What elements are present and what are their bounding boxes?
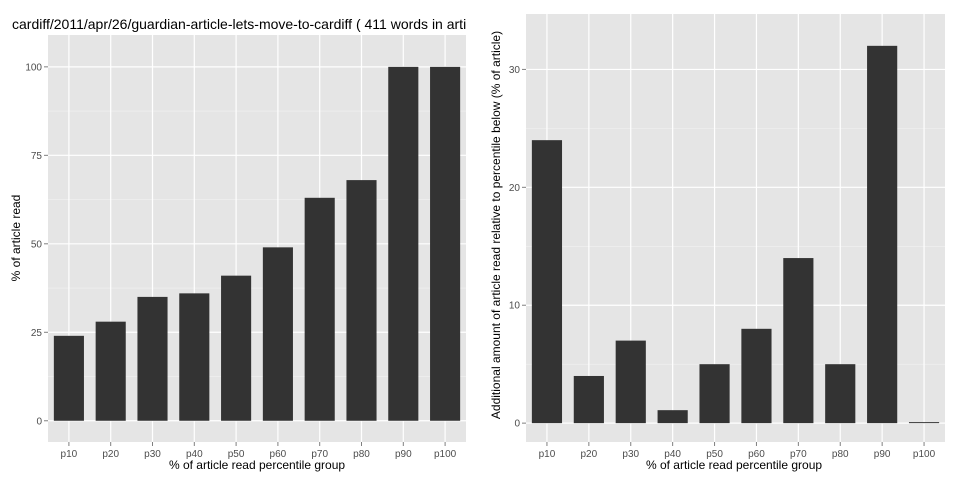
bar-p50 xyxy=(699,364,730,424)
x-tick-label: p40 xyxy=(186,449,203,460)
bar-p20 xyxy=(95,321,126,421)
bar-p20 xyxy=(573,375,604,424)
bar-p40 xyxy=(657,410,688,424)
x-tick-label: p20 xyxy=(102,449,119,460)
y-tick-label: 25 xyxy=(31,328,43,339)
y-tick-label: 30 xyxy=(509,65,521,76)
bar-p30 xyxy=(615,340,646,424)
bar-p40 xyxy=(179,293,210,421)
bar-p60 xyxy=(262,247,293,421)
x-tick-label: p50 xyxy=(706,449,723,460)
bar-p80 xyxy=(825,364,856,424)
left-chart: cardiff/2011/apr/26/guardian-article-let… xyxy=(9,16,466,472)
x-tick-label: p60 xyxy=(270,449,287,460)
y-tick-label: 100 xyxy=(25,62,42,73)
x-tick-label: p60 xyxy=(748,449,765,460)
x-tick-label: p70 xyxy=(311,449,328,460)
y-tick-label: 0 xyxy=(36,416,42,427)
bar-p70 xyxy=(304,197,335,421)
x-tick-label: p30 xyxy=(622,449,639,460)
x-tick-label: p90 xyxy=(874,449,891,460)
chart-title: cardiff/2011/apr/26/guardian-article-let… xyxy=(12,16,466,32)
right-chart: Additional amount of article read relati… xyxy=(489,14,945,472)
bar-p10 xyxy=(53,335,84,421)
x-tick-label: p30 xyxy=(144,449,161,460)
x-tick-label: p70 xyxy=(790,449,807,460)
bar-p100 xyxy=(908,422,940,424)
x-axis-title: % of article read percentile group xyxy=(169,458,345,472)
y-tick-label: 50 xyxy=(31,239,43,250)
y-tick-label: 75 xyxy=(31,151,43,162)
bar-p10 xyxy=(531,140,563,424)
bar-p100 xyxy=(430,66,461,421)
x-tick-label: p100 xyxy=(913,449,936,460)
y-tick-label: 10 xyxy=(509,301,521,312)
x-tick-label: p10 xyxy=(539,449,556,460)
bar-p60 xyxy=(741,328,772,424)
x-tick-label: p20 xyxy=(581,449,598,460)
x-tick-label: p90 xyxy=(395,449,412,460)
x-tick-label: p80 xyxy=(353,449,370,460)
bar-p90 xyxy=(867,45,898,424)
y-axis-title: Additional amount of article read relati… xyxy=(489,31,503,419)
bar-p50 xyxy=(221,275,252,421)
bar-p80 xyxy=(346,180,377,421)
bar-p70 xyxy=(783,258,814,424)
bar-p30 xyxy=(137,296,168,421)
x-tick-label: p80 xyxy=(832,449,849,460)
x-axis-title: % of article read percentile group xyxy=(646,458,822,472)
y-axis-title: % of article read xyxy=(9,195,23,282)
y-tick-label: 0 xyxy=(514,419,520,430)
y-tick-label: 20 xyxy=(509,183,521,194)
x-tick-label: p40 xyxy=(664,449,681,460)
bar-p90 xyxy=(388,66,419,421)
x-tick-label: p10 xyxy=(61,449,78,460)
x-tick-label: p50 xyxy=(228,449,245,460)
x-tick-label: p100 xyxy=(434,449,457,460)
